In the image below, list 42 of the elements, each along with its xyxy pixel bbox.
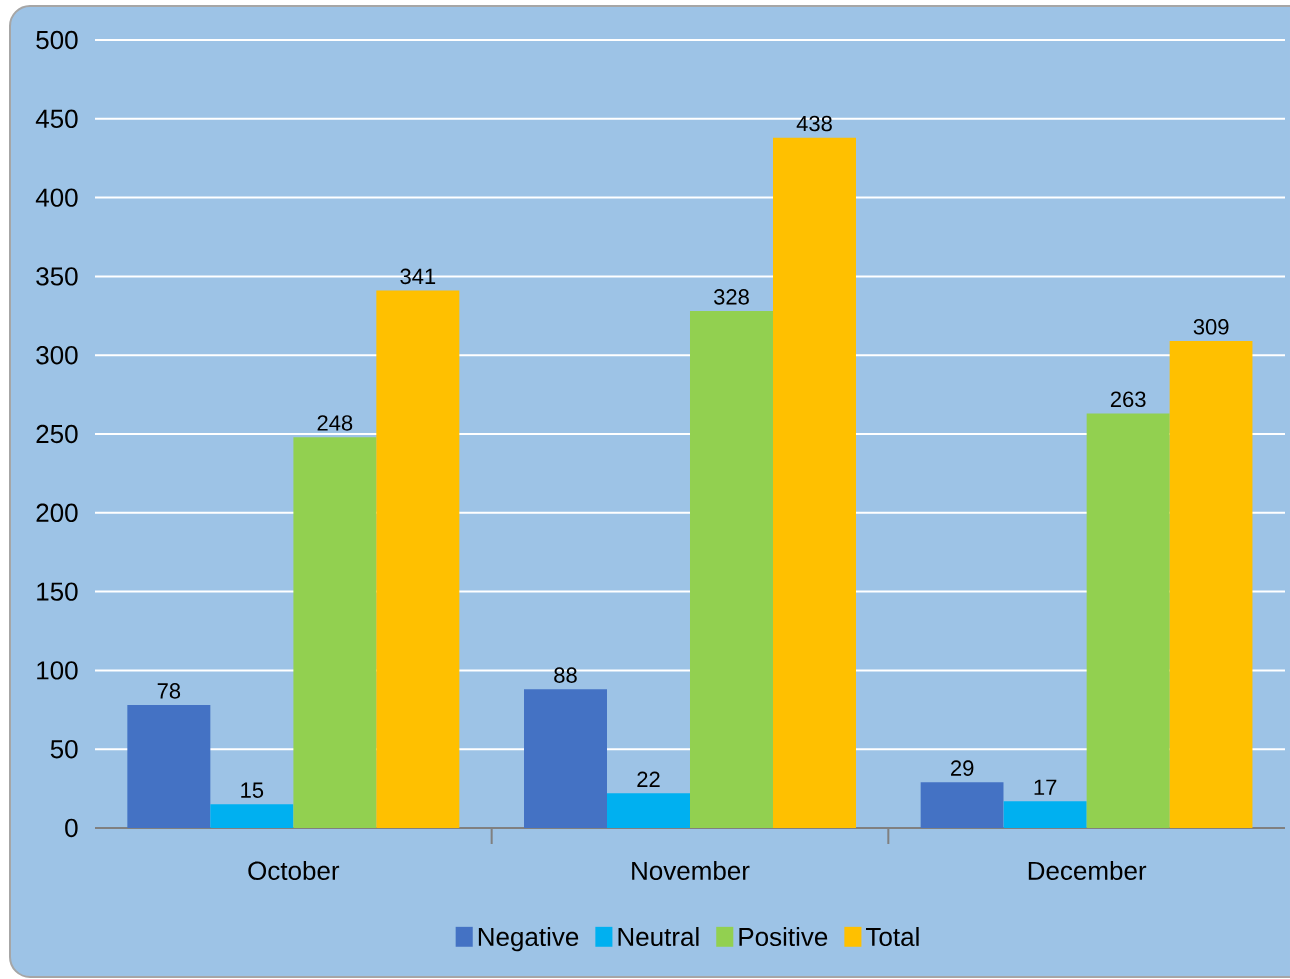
bar xyxy=(920,782,1004,828)
y-tick-label: 250 xyxy=(36,424,78,444)
x-tick-label: November xyxy=(632,860,750,881)
data-label: 78 xyxy=(157,683,181,699)
data-label: 309 xyxy=(1193,319,1229,335)
y-tick-label: 100 xyxy=(37,661,78,680)
data-label: 328 xyxy=(714,289,749,305)
y-tick-label: 50 xyxy=(50,739,78,759)
y-tick-label: 400 xyxy=(35,188,78,207)
y-tick-label: 500 xyxy=(36,30,78,50)
bar xyxy=(210,804,294,828)
y-tick-label: 350 xyxy=(36,267,78,286)
data-label: 341 xyxy=(400,268,436,285)
y-tick-label: 200 xyxy=(36,503,78,522)
data-label: 248 xyxy=(317,415,353,431)
y-tick-label: 450 xyxy=(35,109,78,128)
legend-label: Total xyxy=(866,927,919,947)
legend-label: Negative xyxy=(478,927,579,952)
bar xyxy=(376,290,460,828)
bar xyxy=(607,793,690,828)
legend-label: Neutral xyxy=(618,927,699,947)
bar xyxy=(1003,801,1087,828)
data-label: 22 xyxy=(637,771,660,787)
x-tick-label: October xyxy=(248,860,340,881)
y-tick-label: 300 xyxy=(36,345,78,365)
data-label: 438 xyxy=(796,115,832,132)
x-tick-label: December xyxy=(1028,860,1147,881)
bar xyxy=(1086,413,1170,828)
bar xyxy=(127,705,211,828)
y-tick-label: 0 xyxy=(65,818,78,838)
legend-label: Positive xyxy=(739,927,828,947)
data-label: 88 xyxy=(554,667,577,683)
data-label: 15 xyxy=(241,782,264,798)
bar xyxy=(773,137,856,828)
data-label: 29 xyxy=(951,760,974,776)
data-label: 263 xyxy=(1110,391,1146,408)
y-tick-label: 150 xyxy=(37,582,78,601)
bar xyxy=(1169,341,1253,828)
bar xyxy=(690,311,773,828)
data-label: 17 xyxy=(1034,779,1057,795)
bar xyxy=(293,437,377,828)
bar xyxy=(524,689,607,828)
